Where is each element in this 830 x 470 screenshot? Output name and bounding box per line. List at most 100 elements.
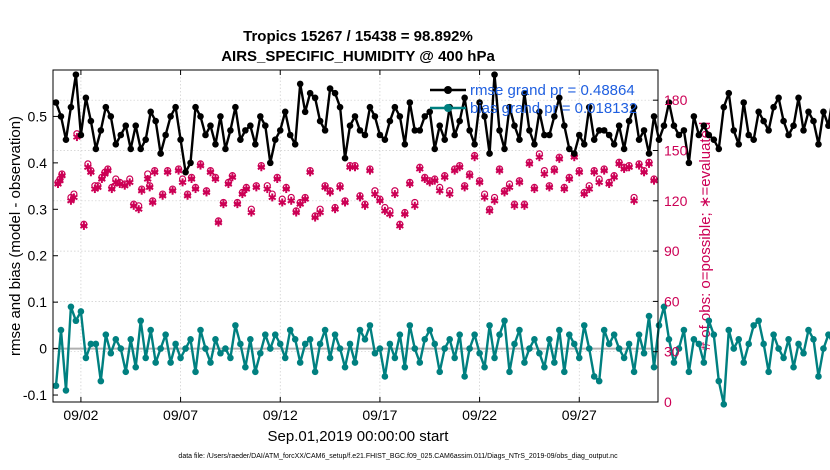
bias-point	[426, 326, 434, 334]
rmse-point	[570, 150, 578, 157]
x-tick-label: 09/12	[263, 407, 298, 423]
bias-point	[117, 345, 125, 352]
obs-evaluated-marker	[238, 190, 247, 199]
bias-point	[291, 336, 299, 343]
obs-evaluated-marker	[202, 188, 211, 197]
rmse-point	[685, 159, 693, 167]
bias-point	[237, 340, 244, 348]
bias-point	[825, 331, 830, 338]
rmse-point	[341, 154, 349, 162]
bias-point	[72, 317, 80, 325]
rmse-point	[805, 108, 812, 116]
rmse-point	[202, 131, 209, 139]
rmse-point	[401, 140, 409, 148]
bias-point	[565, 331, 573, 338]
bias-point	[481, 363, 488, 371]
bias-point	[207, 359, 214, 366]
bias-point	[536, 349, 543, 357]
bias-point	[202, 345, 209, 352]
y-tick-label: 0.5	[28, 108, 48, 124]
bias-point	[660, 303, 668, 311]
rmse-point	[516, 136, 523, 143]
bias-point	[381, 373, 389, 380]
rmse-point	[97, 127, 105, 134]
bias-point	[610, 331, 618, 338]
bias-point	[556, 326, 563, 334]
chart-subtitle: AIRS_SPECIFIC_HUMIDITY @ 400 hPa	[221, 48, 495, 65]
rmse-series	[52, 71, 830, 176]
rmse-point	[645, 150, 653, 157]
rmse-point	[785, 131, 792, 139]
rmse-point	[77, 131, 85, 139]
bias-point	[750, 322, 757, 329]
obs-evaluated-marker	[560, 185, 569, 194]
obs-evaluated-marker	[326, 188, 335, 197]
obs-evaluated-marker	[565, 174, 574, 183]
obs-evaluated-marker	[590, 168, 599, 177]
bias-point	[182, 345, 189, 352]
rmse-point	[546, 131, 553, 139]
rmse-point	[670, 122, 678, 130]
rmse-point	[795, 94, 802, 102]
obs-evaluated-marker	[341, 198, 349, 207]
bias-point	[311, 368, 319, 376]
x-tick-label: 09/17	[362, 407, 397, 423]
obs-evaluated-marker	[58, 171, 66, 180]
rmse-point	[286, 131, 294, 139]
bias-point	[655, 322, 663, 329]
bias-point	[730, 345, 738, 352]
rmse-point	[650, 113, 658, 120]
bias-point	[441, 345, 449, 352]
rmse-point	[600, 127, 608, 134]
bias-point	[306, 336, 314, 343]
x-tick-label: 09/07	[163, 407, 198, 423]
obs-evaluated-marker	[224, 180, 233, 189]
bias-point	[286, 326, 294, 334]
rmse-point	[775, 94, 782, 102]
y-tick-label: 0.1	[28, 294, 48, 310]
rmse-point	[336, 103, 344, 111]
rmse-point	[162, 131, 169, 139]
bias-point	[266, 345, 274, 352]
rmse-point	[675, 131, 683, 139]
bias-point	[271, 331, 279, 338]
bias-point	[152, 359, 159, 366]
rmse-point	[431, 145, 439, 153]
rmse-point	[192, 103, 199, 111]
bias-point	[257, 349, 264, 357]
legend-rmse-label: rmse grand pr = 0.48864	[470, 82, 635, 99]
rmse-point	[62, 136, 70, 143]
bias-point	[147, 326, 154, 334]
bias-point	[326, 354, 334, 362]
bias-point	[640, 349, 648, 357]
bias-point	[501, 317, 508, 325]
obs-evaluated-marker	[93, 183, 102, 192]
bias-point	[700, 359, 708, 366]
obs-evaluated-marker	[79, 221, 88, 230]
rmse-point	[381, 136, 389, 143]
bias-point	[187, 336, 194, 343]
rmse-point	[386, 117, 394, 125]
obs-evaluated-marker	[356, 193, 364, 202]
bias-point	[625, 340, 633, 348]
obs-evaluated-marker	[187, 174, 196, 183]
rmse-point	[316, 117, 324, 125]
obs-evaluated-marker	[515, 178, 524, 187]
bias-point	[192, 368, 199, 376]
obs-evaluated-marker	[125, 178, 134, 187]
rmse-point	[217, 113, 224, 120]
bias-point	[346, 340, 354, 348]
obs-evaluated-marker	[535, 153, 544, 162]
bias-point	[715, 377, 723, 385]
rmse-point	[610, 140, 618, 148]
bias-point	[725, 326, 733, 334]
y-tick-label: 0.4	[28, 155, 48, 171]
bias-point	[466, 345, 473, 352]
obs-evaluated-marker	[530, 185, 539, 194]
bias-point	[386, 340, 394, 348]
bias-point	[720, 401, 728, 408]
y-right-tick-label: 90	[664, 243, 680, 259]
y-tick-label: 0.3	[28, 201, 48, 217]
obs-evaluated-marker	[525, 159, 534, 168]
rmse-point	[471, 140, 478, 148]
